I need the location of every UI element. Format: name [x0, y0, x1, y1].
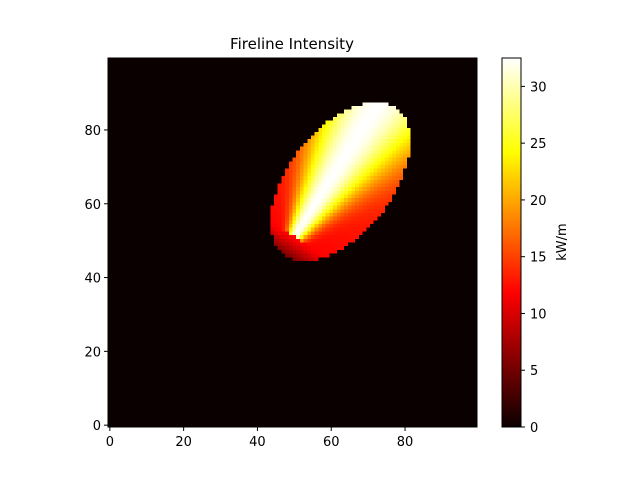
colorbar-frame: [501, 57, 522, 428]
colorbar-gradient: [502, 58, 521, 427]
colorbar-tick-label: 30: [530, 80, 547, 95]
x-tick-label: 80: [397, 435, 414, 450]
colorbar-tick-label: 0: [530, 421, 538, 436]
plot-frame: [107, 57, 478, 428]
x-axis: 0 20 40 60 80: [106, 427, 414, 450]
x-tick-label: 60: [323, 435, 340, 450]
heatmap-cells: [108, 58, 477, 427]
colorbar-tick-label: 15: [530, 251, 547, 266]
x-tick-label: 40: [249, 435, 266, 450]
colorbar-label: kW/m: [555, 223, 570, 260]
chart-title: Fireline Intensity: [230, 35, 354, 53]
y-tick-label: 80: [84, 124, 101, 139]
y-tick-label: 40: [84, 272, 101, 287]
y-tick-label: 60: [84, 198, 101, 213]
colorbar-tick-label: 25: [530, 137, 547, 152]
colorbar-tick-label: 5: [530, 364, 538, 379]
colorbar-ticks: 0 5 10 15 20 25 30: [521, 80, 547, 436]
colorbar-tick-label: 20: [530, 194, 547, 209]
y-axis: 0 20 40 60 80: [84, 124, 108, 434]
x-tick-label: 0: [106, 435, 114, 450]
colorbar: 0 5 10 15 20 25 30 kW/m: [501, 57, 570, 436]
y-tick-label: 20: [84, 345, 101, 360]
x-tick-label: 20: [175, 435, 192, 450]
colorbar-tick-label: 10: [530, 307, 547, 322]
y-tick-label: 0: [93, 419, 101, 434]
heatmap-plot-area: [107, 57, 478, 428]
